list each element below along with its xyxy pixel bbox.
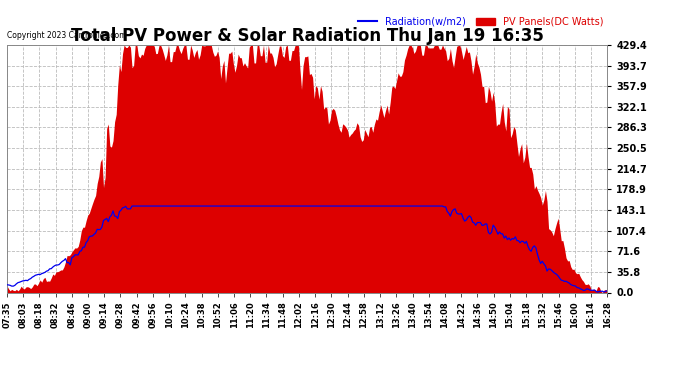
- Title: Total PV Power & Solar Radiation Thu Jan 19 16:35: Total PV Power & Solar Radiation Thu Jan…: [70, 27, 544, 45]
- Text: Copyright 2023 Cartronics.com: Copyright 2023 Cartronics.com: [7, 32, 126, 40]
- Legend: Radiation(w/m2), PV Panels(DC Watts): Radiation(w/m2), PV Panels(DC Watts): [354, 13, 607, 31]
